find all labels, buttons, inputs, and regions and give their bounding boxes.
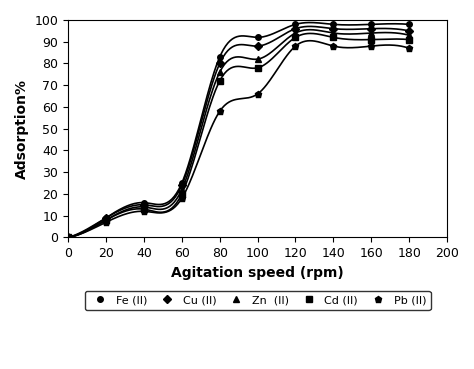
Cd (II) [217, 79, 223, 83]
Zn  (II) [217, 70, 223, 75]
Cd (II) [141, 207, 147, 211]
Fe (II) [65, 235, 71, 239]
Pb (II) [217, 109, 223, 114]
Cd (II) [255, 66, 260, 70]
Cu (II) [406, 29, 412, 33]
Zn  (II) [179, 187, 185, 192]
Fe (II) [368, 22, 374, 27]
Cu (II) [65, 235, 71, 239]
Cu (II) [292, 27, 298, 31]
Cd (II) [406, 37, 412, 42]
Zn  (II) [103, 218, 109, 222]
Zn  (II) [255, 57, 260, 61]
Fe (II) [103, 215, 109, 220]
Zn  (II) [65, 235, 71, 239]
Zn  (II) [292, 31, 298, 35]
Pb (II) [103, 220, 109, 224]
Cd (II) [368, 37, 374, 42]
Cd (II) [292, 35, 298, 39]
Cu (II) [330, 27, 336, 31]
Zn  (II) [141, 205, 147, 209]
Fe (II) [141, 200, 147, 205]
Cu (II) [217, 61, 223, 66]
Cd (II) [65, 235, 71, 239]
Line: Fe (II): Fe (II) [65, 21, 412, 240]
Pb (II) [292, 44, 298, 48]
Y-axis label: Adsorption%: Adsorption% [15, 79, 29, 179]
Cu (II) [255, 44, 260, 48]
Zn  (II) [330, 31, 336, 35]
Cu (II) [368, 27, 374, 31]
Pb (II) [179, 196, 185, 200]
Cd (II) [103, 218, 109, 222]
Legend: Fe (II), Cu (II), Zn  (II), Cd (II), Pb (II): Fe (II), Cu (II), Zn (II), Cd (II), Pb (… [85, 291, 430, 310]
Pb (II) [330, 44, 336, 48]
Line: Cd (II): Cd (II) [65, 35, 412, 240]
Cd (II) [179, 192, 185, 196]
Cd (II) [330, 35, 336, 39]
Pb (II) [65, 235, 71, 239]
X-axis label: Agitation speed (rpm): Agitation speed (rpm) [171, 266, 344, 280]
Fe (II) [292, 22, 298, 27]
Fe (II) [406, 22, 412, 27]
Cu (II) [179, 183, 185, 187]
Fe (II) [330, 22, 336, 27]
Zn  (II) [406, 33, 412, 37]
Fe (II) [255, 35, 260, 39]
Cu (II) [103, 215, 109, 220]
Pb (II) [141, 209, 147, 214]
Pb (II) [368, 44, 374, 48]
Pb (II) [406, 46, 412, 51]
Fe (II) [217, 55, 223, 59]
Line: Cu (II): Cu (II) [65, 26, 412, 240]
Line: Pb (II): Pb (II) [64, 42, 413, 241]
Cu (II) [141, 203, 147, 207]
Pb (II) [255, 92, 260, 96]
Fe (II) [179, 181, 185, 185]
Line: Zn  (II): Zn (II) [64, 30, 413, 241]
Zn  (II) [368, 31, 374, 35]
